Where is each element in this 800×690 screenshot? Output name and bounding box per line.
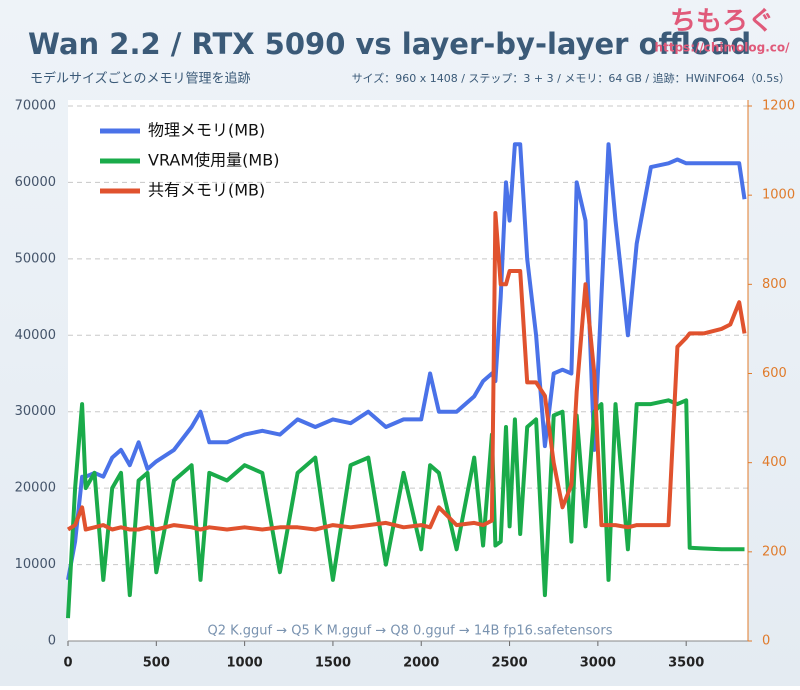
- y2-tick-label: 600: [762, 366, 787, 381]
- logo-url: https://chimolog.co/: [654, 41, 790, 55]
- subtitle: モデルサイズごとのメモリ管理を追跡: [30, 71, 250, 87]
- y-tick-label: 10000: [15, 557, 56, 572]
- y2-tick-label: 200: [762, 544, 787, 559]
- y-tick-label: 50000: [15, 251, 56, 266]
- legend-label: 共有メモリ(MB): [148, 181, 265, 200]
- x-tick-label: 2500: [491, 656, 527, 671]
- y2-tick-label: 1200: [762, 99, 795, 114]
- y-tick-label: 0: [48, 634, 56, 649]
- x-tick-label: 3000: [580, 656, 616, 671]
- x-tick-label: 3500: [668, 656, 704, 671]
- y-tick-label: 40000: [15, 328, 56, 343]
- y-tick-label: 60000: [15, 175, 56, 190]
- x-tick-label: 1000: [227, 656, 263, 671]
- info: サイズ：960 x 1408 / ステップ：3 + 3 / メモリ：64 GB …: [352, 71, 790, 85]
- plot-area: [68, 100, 748, 641]
- legend-label: VRAM使用量(MB): [148, 151, 279, 170]
- annotation: Q2 K.gguf → Q5 K M.gguf → Q8 0.gguf → 14…: [208, 624, 613, 639]
- x-tick-label: 1500: [315, 656, 351, 671]
- series-line: [66, 211, 747, 532]
- series-line: [66, 142, 747, 581]
- y-tick-label: 70000: [15, 99, 56, 114]
- x-tick-label: 500: [143, 656, 170, 671]
- y-tick-label: 20000: [15, 481, 56, 496]
- series-line: [66, 398, 745, 619]
- y2-tick-label: 0: [762, 634, 770, 649]
- y2-tick-label: 400: [762, 455, 787, 470]
- y2-tick-label: 1000: [762, 188, 795, 203]
- y2-tick-label: 800: [762, 277, 787, 292]
- legend-label: 物理メモリ(MB): [148, 121, 265, 140]
- chart-title: Wan 2.2 / RTX 5090 vs layer-by-layer off…: [28, 27, 751, 61]
- x-tick-label: 0: [63, 656, 72, 671]
- logo: ちもろぐ: [670, 7, 774, 37]
- y-tick-label: 30000: [15, 404, 56, 419]
- x-tick-label: 2000: [403, 656, 439, 671]
